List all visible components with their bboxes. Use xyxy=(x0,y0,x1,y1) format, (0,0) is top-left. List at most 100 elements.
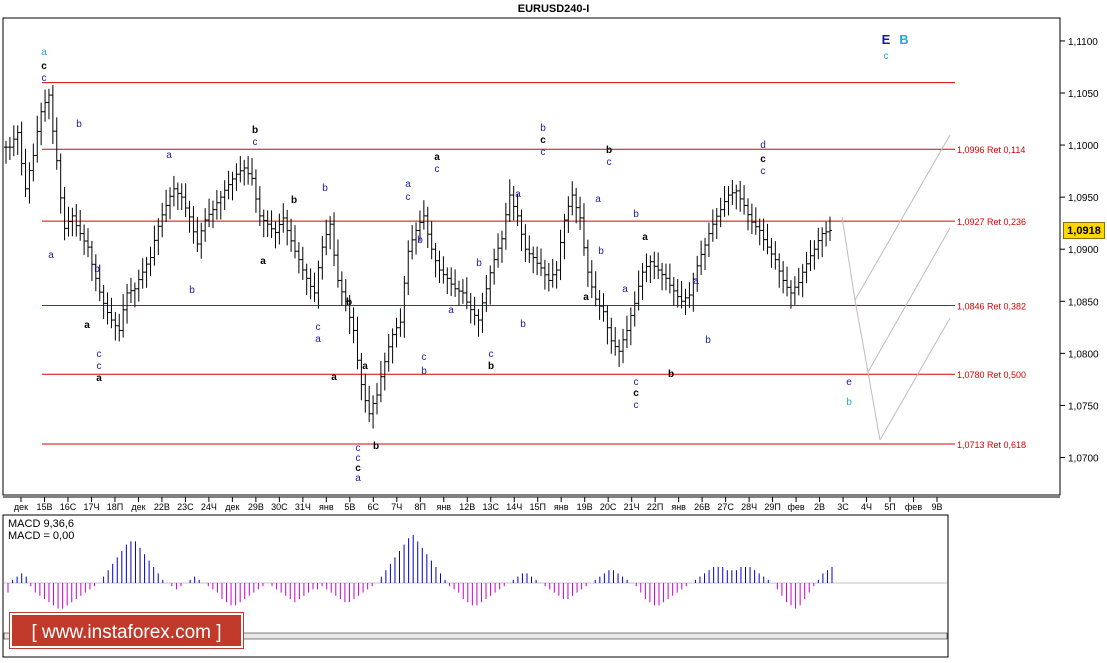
ohlc-bar xyxy=(4,140,8,164)
forecast-path xyxy=(867,227,951,373)
ohlc-bar xyxy=(300,246,305,280)
ohlc-bar xyxy=(289,218,294,252)
wave-label: b xyxy=(540,123,546,134)
wave-label: b xyxy=(76,119,82,130)
ohlc-bar xyxy=(39,102,44,146)
y-tick-label: 1,0850 xyxy=(1068,297,1099,308)
ohlc-bar xyxy=(19,121,24,176)
ohlc-bar xyxy=(691,272,696,312)
wave-label: a xyxy=(355,473,361,484)
ohlc-bar xyxy=(179,183,184,211)
y-tick-label: 1,1000 xyxy=(1068,141,1099,152)
ohlc-bar xyxy=(425,206,430,249)
wave-label: d xyxy=(760,140,766,151)
current-price-box: 1,0918 xyxy=(1063,222,1105,239)
wave-label: c xyxy=(406,192,411,203)
wave-label: c xyxy=(540,135,546,146)
ohlc-bar xyxy=(433,242,438,278)
ohlc-bar xyxy=(86,228,91,258)
ohlc-bar xyxy=(50,85,55,145)
ohlc-bar xyxy=(644,253,649,283)
wave-label: b xyxy=(846,397,852,408)
wave-label: b xyxy=(668,369,674,380)
ohlc-bar xyxy=(550,259,555,288)
ohlc-bar xyxy=(117,313,122,342)
wave-label: a xyxy=(583,292,589,303)
ohlc-bar xyxy=(714,208,719,239)
ohlc-bar xyxy=(97,264,102,302)
wave-label: c xyxy=(422,352,427,363)
y-tick-label: 1,0950 xyxy=(1068,193,1099,204)
forecast-path xyxy=(854,134,951,301)
ohlc-bar xyxy=(312,272,317,303)
ohlc-bar xyxy=(535,246,540,276)
ohlc-bar xyxy=(519,209,524,251)
ohlc-bar xyxy=(710,209,715,242)
ohlc-bar xyxy=(683,288,688,316)
ohlc-bar xyxy=(671,277,676,306)
wave-label: c xyxy=(356,443,361,454)
wave-label: c xyxy=(41,61,47,72)
ohlc-bar xyxy=(785,266,790,297)
ohlc-bar xyxy=(374,383,379,415)
y-tick-label: 1,0800 xyxy=(1068,349,1099,360)
ohlc-bar xyxy=(152,225,157,266)
x-tick-label: 17Ч xyxy=(83,502,99,512)
forecast-path xyxy=(879,317,951,441)
ohlc-bar xyxy=(277,213,282,245)
ohlc-bar xyxy=(320,236,325,280)
macd-value: MACD = 0,00 xyxy=(8,530,75,542)
watermark-banner[interactable]: [ www.instaforex.com ] xyxy=(9,612,244,649)
ohlc-bar xyxy=(437,250,442,283)
x-tick-label: 9В xyxy=(931,502,942,512)
chart-title: EURUSD240-I xyxy=(517,3,590,15)
ohlc-bar xyxy=(121,294,126,338)
wave-label: c xyxy=(97,361,102,372)
y-axis-ticks: 1,1100 1,1050 1,1000 1,0950 1,0900 1,0850 1,08… xyxy=(1060,37,1099,465)
ohlc-bar xyxy=(699,240,704,275)
ohlc-bar xyxy=(457,280,462,306)
ohlc-bar xyxy=(624,315,629,348)
ohlc-bar xyxy=(429,221,434,260)
ohlc-bar xyxy=(238,156,243,183)
ohlc-bar xyxy=(296,242,301,274)
ohlc-bar xyxy=(496,233,501,268)
ohlc-bar xyxy=(546,262,551,292)
ohlc-bar xyxy=(663,263,668,291)
y-tick-label: 1,0700 xyxy=(1068,454,1099,465)
ohlc-bar xyxy=(734,184,739,210)
ohlc-bar xyxy=(62,186,67,241)
ohlc-bar xyxy=(480,292,485,333)
ohlc-bar xyxy=(324,219,329,256)
ohlc-bar xyxy=(730,179,735,206)
ohlc-bar xyxy=(54,117,59,170)
wave-label: a xyxy=(48,250,54,261)
x-tick-label: 23С xyxy=(177,502,194,512)
ohlc-bar xyxy=(371,395,376,429)
ohlc-bar xyxy=(406,240,411,296)
ohlc-bar xyxy=(70,207,75,237)
main-plot-border xyxy=(2,17,1061,496)
retracement-label: 1,0927 Ret 0,236 xyxy=(957,217,1026,227)
x-tick-label: 24Ч xyxy=(201,502,217,512)
ohlc-bar xyxy=(343,279,348,312)
ohlc-bar xyxy=(339,271,344,306)
wave-label: b xyxy=(322,183,328,194)
ohlc-bar xyxy=(242,159,247,186)
x-tick-label: 12В xyxy=(459,502,475,512)
ohlc-bar xyxy=(648,255,653,284)
wave-label: a xyxy=(84,320,90,331)
ohlc-bar xyxy=(745,198,750,231)
wave-label: a xyxy=(166,150,172,161)
wave-label: a xyxy=(260,256,266,267)
ohlc-bar xyxy=(726,185,731,216)
ohlc-bar xyxy=(511,185,516,221)
ohlc-bar xyxy=(164,189,169,223)
ohlc-bar xyxy=(261,209,266,238)
ohlc-bar xyxy=(171,175,176,207)
ohlc-bar xyxy=(613,327,618,356)
x-tick-label: 5П xyxy=(884,502,895,512)
wave-label: a xyxy=(96,373,102,384)
wave-label: e xyxy=(846,377,852,388)
